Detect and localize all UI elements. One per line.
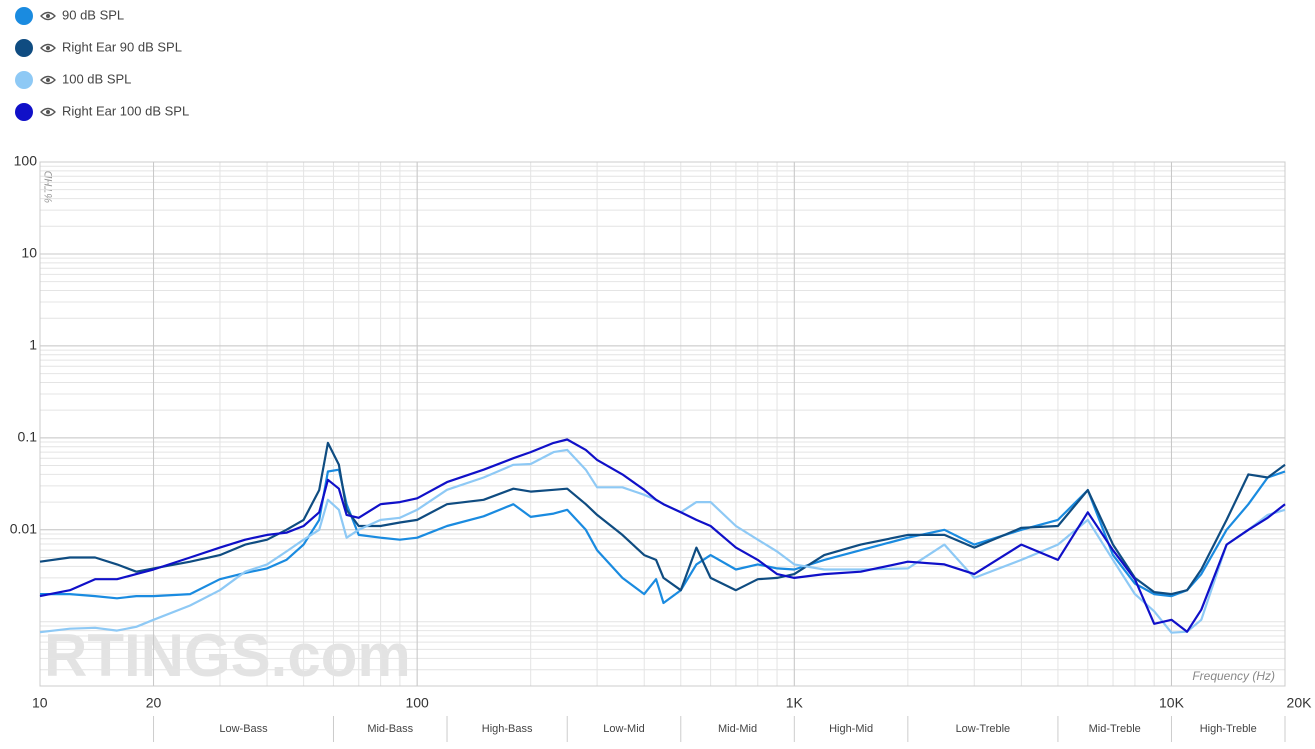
x-tick-label: 1K bbox=[786, 695, 804, 711]
x-axis-label: Frequency (Hz) bbox=[1192, 669, 1275, 683]
band-label: High-Treble bbox=[1200, 723, 1257, 735]
band-label: Mid-Bass bbox=[367, 723, 413, 735]
legend-item[interactable]: Right Ear 100 dB SPL bbox=[15, 103, 189, 121]
band-label: Low-Treble bbox=[956, 723, 1011, 735]
x-tick-label: 10K bbox=[1159, 695, 1185, 711]
legend-swatch bbox=[15, 7, 33, 25]
series-line bbox=[40, 468, 1286, 605]
x-tick-label: 20 bbox=[146, 695, 162, 711]
legend-label: 100 dB SPL bbox=[62, 71, 131, 86]
eye-icon bbox=[40, 11, 56, 21]
y-tick-label: 0.01 bbox=[10, 520, 37, 536]
eye-pupil bbox=[46, 78, 50, 82]
legend-item[interactable]: Right Ear 90 dB SPL bbox=[15, 39, 182, 57]
legend-swatch bbox=[15, 39, 33, 57]
watermark: RTINGS.com bbox=[44, 622, 411, 689]
legend-label: 90 dB SPL bbox=[62, 7, 124, 22]
x-tick-label: 100 bbox=[405, 695, 429, 711]
band-label: Low-Bass bbox=[219, 723, 268, 735]
y-tick-label: 0.1 bbox=[18, 429, 38, 445]
legend-swatch bbox=[15, 71, 33, 89]
band-label: High-Bass bbox=[482, 723, 533, 735]
y-tick-label: 10 bbox=[21, 245, 37, 261]
band-label: Mid-Mid bbox=[718, 723, 757, 735]
band-row: Low-Bass Mid-Bass High-Bass Low-Mid Mid-Mid H… bbox=[153, 716, 1286, 742]
series-line bbox=[39, 438, 1286, 633]
legend-label: Right Ear 90 dB SPL bbox=[62, 39, 182, 54]
eye-icon bbox=[40, 43, 56, 53]
y-axis-label: %THD bbox=[43, 171, 55, 203]
y-tick-label: 100 bbox=[14, 153, 38, 169]
legend-swatch bbox=[15, 103, 33, 121]
eye-icon bbox=[40, 75, 56, 85]
band-label: Mid-Treble bbox=[1089, 723, 1141, 735]
eye-pupil bbox=[46, 14, 50, 18]
eye-pupil bbox=[46, 46, 50, 50]
x-tick-label: 20K bbox=[1287, 695, 1313, 711]
legend: 90 dB SPL Right Ear 90 dB SPL 100 dB SPL Ri… bbox=[15, 7, 189, 121]
eye-icon bbox=[40, 107, 56, 117]
y-tick-label: 1 bbox=[29, 337, 37, 353]
legend-label: Right Ear 100 dB SPL bbox=[62, 103, 189, 118]
legend-item[interactable]: 90 dB SPL bbox=[15, 7, 124, 25]
band-label: High-Mid bbox=[829, 723, 873, 735]
x-tick-label: 10 bbox=[32, 695, 48, 711]
legend-item[interactable]: 100 dB SPL bbox=[15, 71, 131, 89]
eye-pupil bbox=[46, 110, 50, 114]
series-line bbox=[39, 448, 1286, 634]
series-line bbox=[39, 441, 1286, 596]
plot-frame bbox=[39, 161, 1286, 687]
band-label: Low-Mid bbox=[603, 723, 645, 735]
